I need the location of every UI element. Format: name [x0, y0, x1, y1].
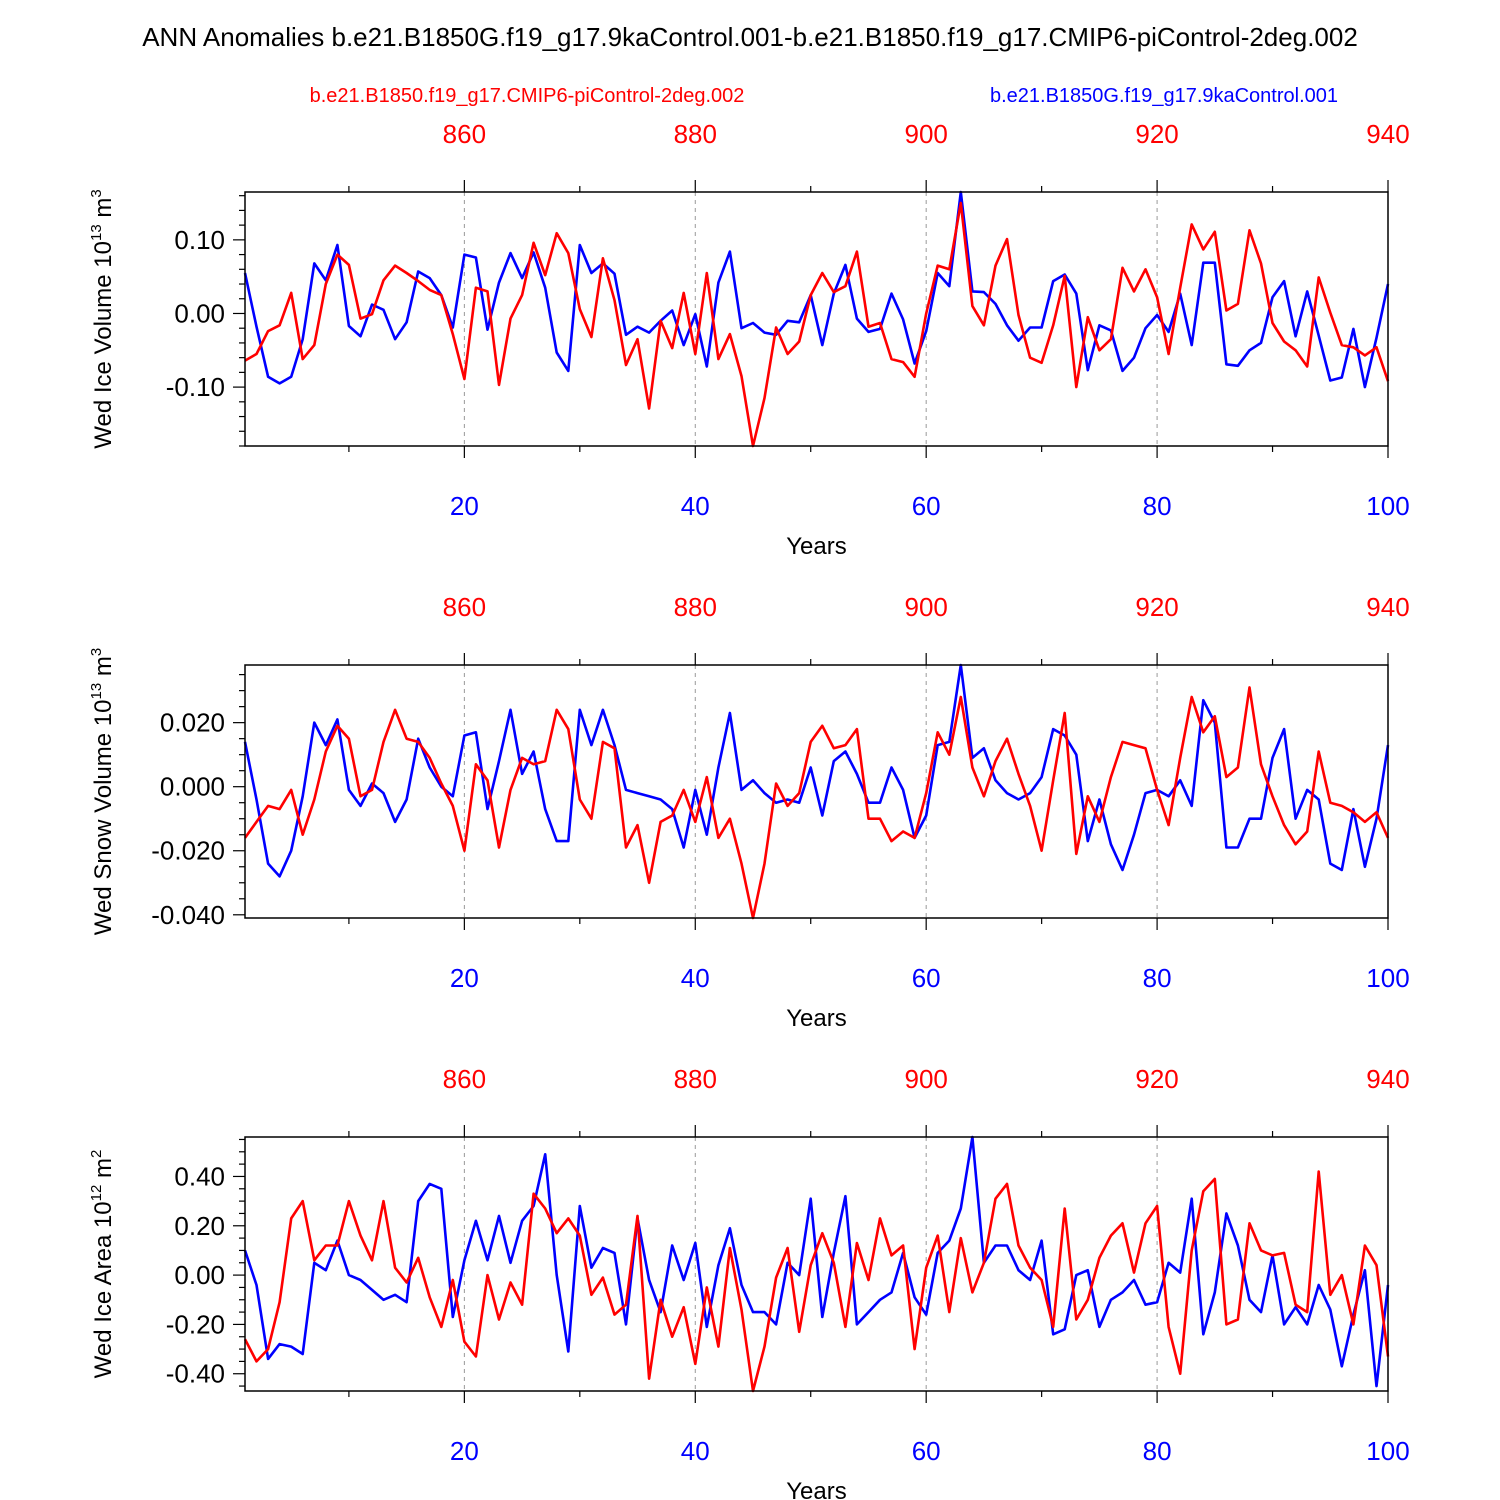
series-line-blue — [243, 1135, 1390, 1388]
y-axis-title-unit-exponent: 2 — [88, 1150, 105, 1158]
x-top-tick-label: 860 — [443, 1064, 486, 1094]
panel-2: 0.020 0.000 -0.020 -0.040 20 40 60 80 100 860 880 9… — [88, 592, 1410, 1032]
y-axis-title-unit-exponent: 3 — [88, 189, 105, 197]
y-tick-label: 0.00 — [174, 298, 225, 328]
y-tick-label: 0.00 — [174, 1260, 225, 1290]
series-line-red — [244, 201, 1390, 448]
x-top-tick-label: 940 — [1366, 119, 1409, 149]
y-tick-label: -0.40 — [166, 1359, 225, 1389]
y-axis-title: Wed Ice Volume 1013 m3 — [88, 189, 117, 448]
x-axis-title: Years — [786, 1478, 847, 1500]
y-axis-title-exponent: 13 — [88, 683, 105, 700]
y-tick-label: 0.40 — [174, 1161, 225, 1191]
x-top-tick-label: 900 — [904, 592, 947, 622]
series-line-red — [243, 686, 1390, 920]
x-top-tick-label: 860 — [443, 119, 486, 149]
y-axis-title-text: Wed Snow Volume 10 — [90, 700, 117, 936]
x-bottom-tick-label: 100 — [1366, 1436, 1409, 1466]
x-bottom-tick-label: 60 — [912, 491, 941, 521]
y-tick-label: -0.040 — [151, 900, 225, 930]
x-axis-title: Years — [786, 533, 847, 560]
x-bottom-tick-label: 100 — [1366, 491, 1409, 521]
series-line-blue — [243, 190, 1390, 389]
y-tick-label: 0.10 — [174, 225, 225, 255]
series-line-red — [243, 1170, 1390, 1393]
x-axis-title: Years — [786, 1005, 847, 1032]
x-top-tick-label: 920 — [1135, 119, 1178, 149]
series-line-blue — [243, 663, 1390, 878]
y-tick-label: 0.020 — [160, 708, 225, 738]
x-top-tick-label: 940 — [1366, 1064, 1409, 1094]
x-top-tick-label: 880 — [674, 592, 717, 622]
x-bottom-tick-label: 40 — [681, 491, 710, 521]
plot-frame — [244, 191, 1389, 447]
x-bottom-tick-label: 60 — [912, 1436, 941, 1466]
panel-1: 0.10 0.00 -0.10 20 40 60 80 100 860 880 900 920 940 Y… — [88, 119, 1410, 560]
plot-frame — [244, 664, 1389, 919]
y-tick-label: -0.020 — [151, 836, 225, 866]
x-top-tick-label: 880 — [674, 1064, 717, 1094]
x-bottom-tick-label: 80 — [1143, 491, 1172, 521]
y-axis-title-unit: m — [90, 198, 117, 225]
panel-3: 0.40 0.20 0.00 -0.20 -0.40 20 40 60 80 100 860 880 9… — [88, 1064, 1410, 1500]
y-axis-title: Wed Ice Area 1012 m2 — [88, 1150, 117, 1379]
y-axis-title-exponent: 13 — [88, 224, 105, 241]
x-bottom-tick-label: 100 — [1366, 963, 1409, 993]
y-tick-label: -0.20 — [166, 1309, 225, 1339]
x-bottom-tick-label: 80 — [1143, 963, 1172, 993]
plot-frame — [244, 1136, 1389, 1392]
x-bottom-tick-label: 80 — [1143, 1436, 1172, 1466]
y-tick-label: -0.10 — [166, 372, 225, 402]
x-bottom-tick-label: 20 — [450, 491, 479, 521]
y-axis-title-unit: m — [90, 656, 117, 683]
x-bottom-tick-label: 60 — [912, 963, 941, 993]
y-tick-label: 0.20 — [174, 1211, 225, 1241]
x-top-tick-label: 860 — [443, 592, 486, 622]
legend-blue-label: b.e21.B1850G.f19_g17.9kaControl.001 — [990, 85, 1338, 107]
x-top-tick-label: 920 — [1135, 1064, 1178, 1094]
y-axis-title-unit-exponent: 3 — [88, 648, 105, 656]
y-axis-title: Wed Snow Volume 1013 m3 — [88, 648, 117, 935]
y-axis-title-exponent: 12 — [88, 1185, 105, 1202]
y-tick-label: 0.000 — [160, 772, 225, 802]
x-bottom-tick-label: 20 — [450, 1436, 479, 1466]
x-top-tick-label: 880 — [674, 119, 717, 149]
y-axis-title-text: Wed Ice Volume 10 — [90, 241, 117, 449]
x-bottom-tick-label: 20 — [450, 963, 479, 993]
legend-red-label: b.e21.B1850.f19_g17.CMIP6-piControl-2deg… — [310, 85, 745, 107]
x-top-tick-label: 940 — [1366, 592, 1409, 622]
x-top-tick-label: 900 — [904, 1064, 947, 1094]
x-top-tick-label: 920 — [1135, 592, 1178, 622]
x-bottom-tick-label: 40 — [681, 963, 710, 993]
figure-title: ANN Anomalies b.e21.B1850G.f19_g17.9kaCo… — [142, 22, 1358, 52]
y-axis-title-text: Wed Ice Area 10 — [90, 1201, 117, 1378]
x-top-tick-label: 900 — [904, 119, 947, 149]
y-axis-title-unit: m — [90, 1158, 117, 1185]
x-bottom-tick-label: 40 — [681, 1436, 710, 1466]
